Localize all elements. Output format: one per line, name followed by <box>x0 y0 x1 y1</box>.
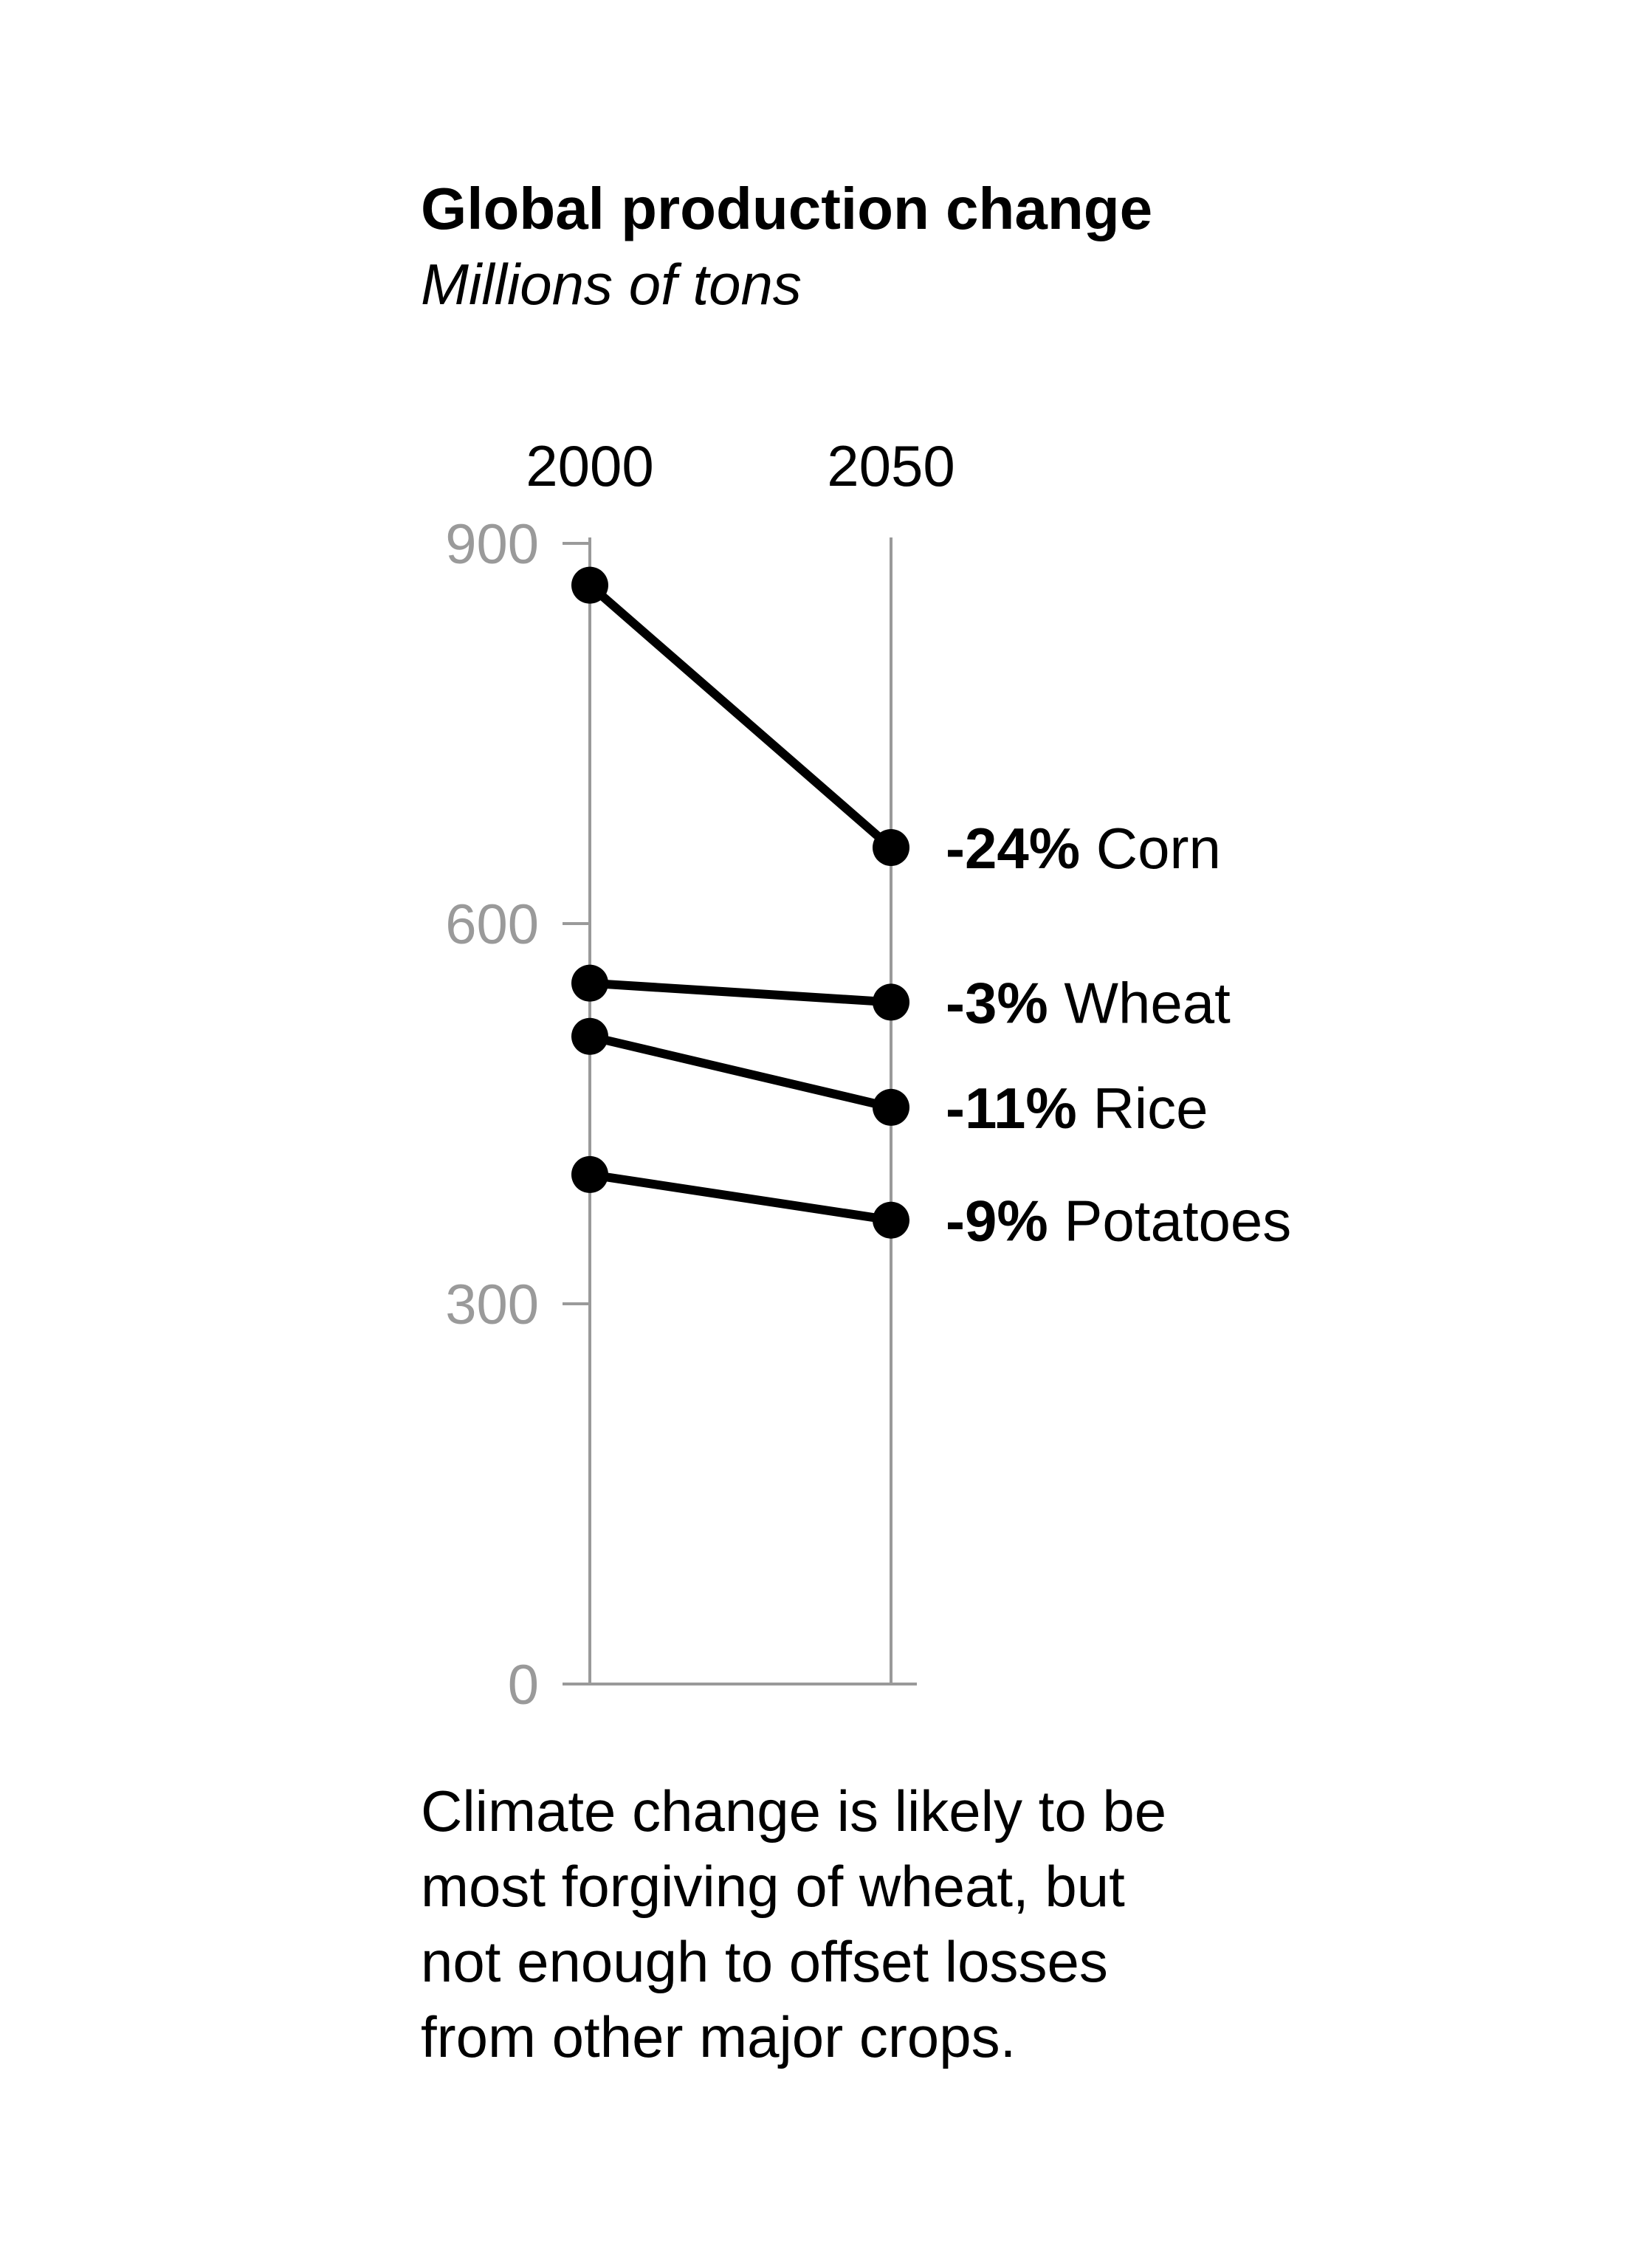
data-point <box>873 983 909 1021</box>
series-name: Corn <box>1080 816 1221 881</box>
series-name: Rice <box>1077 1076 1208 1141</box>
series-name: Wheat <box>1048 970 1231 1035</box>
data-point <box>571 964 608 1002</box>
change-label: -3% <box>946 970 1048 1035</box>
change-label: -24% <box>946 816 1080 881</box>
series-wheat: -3% Wheat <box>571 964 1231 1035</box>
series-label: -3% Wheat <box>946 970 1231 1035</box>
series-label: -11% Rice <box>946 1076 1208 1141</box>
y-tick-label: 600 <box>445 893 539 956</box>
x-tick-label: 2050 <box>827 433 955 498</box>
change-label: -11% <box>946 1076 1077 1141</box>
series-line <box>587 582 894 851</box>
caption-line: not enough to offset losses <box>421 1929 1108 1994</box>
data-point <box>571 566 608 604</box>
data-point <box>571 1155 608 1193</box>
series-label: -24% Corn <box>946 816 1221 881</box>
series-line <box>589 1169 892 1225</box>
change-label: -9% <box>946 1189 1048 1254</box>
chart-title: Global production change <box>421 176 1152 241</box>
caption-line: Climate change is likely to be <box>421 1779 1166 1843</box>
data-point <box>873 1201 909 1239</box>
series-label: -9% Potatoes <box>946 1189 1291 1254</box>
data-point <box>571 1017 608 1055</box>
series-potatoes: -9% Potatoes <box>571 1155 1291 1254</box>
y-tick-label: 900 <box>445 513 539 576</box>
y-tick-label: 0 <box>508 1654 539 1717</box>
chart-subtitle: Millions of tons <box>421 252 802 317</box>
data-point <box>873 829 909 866</box>
series-name: Potatoes <box>1048 1189 1292 1254</box>
series-line <box>589 978 892 1007</box>
series-line <box>588 1031 892 1112</box>
series-corn: -24% Corn <box>571 566 1221 881</box>
caption-line: from other major crops. <box>421 2004 1016 2069</box>
series-rice: -11% Rice <box>571 1017 1208 1141</box>
y-tick-label: 300 <box>445 1274 539 1336</box>
caption-line: most forgiving of wheat, but <box>421 1854 1125 1919</box>
data-point <box>873 1088 909 1126</box>
x-tick-label: 2000 <box>526 433 654 498</box>
